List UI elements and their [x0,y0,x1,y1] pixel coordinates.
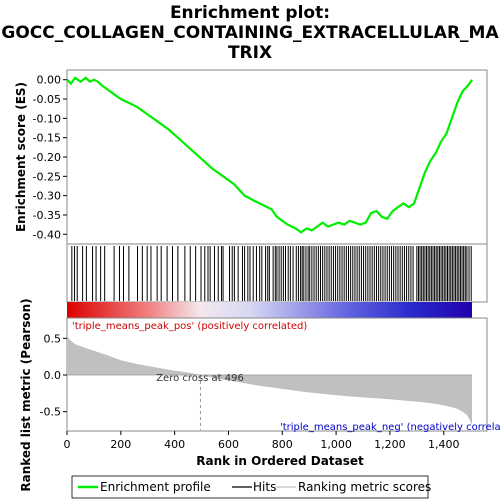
pos-correlated-label: 'triple_means_peak_pos' (positively corr… [72,321,307,332]
x-axis-label: Rank in Ordered Dataset [196,454,364,468]
title-line-2: GOCC_COLLAGEN_CONTAINING_EXTRACELLULAR_M… [1,23,499,43]
x-tick-label: 600 [218,438,239,451]
title-line-1: Enrichment plot: [170,3,330,23]
zero-cross-label: Zero cross at 496 [156,373,244,384]
x-tick-label: 1,400 [428,438,460,451]
x-tick-label: 400 [164,438,185,451]
metric-y-axis-label: Ranked list metric (Pearson) [19,298,33,491]
metric-ytick-label: 0.5 [44,332,62,345]
es-line [66,76,473,234]
es-ytick-label: -0.10 [33,112,61,125]
metric-y-ticks: 0.5 0.0 -0.5 [40,332,67,419]
rank-color-bar [67,302,472,318]
es-ytick-label: -0.20 [33,151,61,164]
metric-ytick-label: -0.5 [40,406,61,419]
x-tick-label: 1,200 [374,438,406,451]
es-ytick-label: -0.05 [33,93,61,106]
legend-enrichment-label: Enrichment profile [100,480,211,494]
x-tick-label: 800 [272,438,293,451]
es-y-ticks: 0.00 -0.05 -0.10 -0.15 -0.20 -0.25 -0.30 -0.35 -… [33,74,67,241]
es-panel-frame [66,69,488,245]
es-ytick-label: -0.15 [33,132,61,145]
title-line-3: TRIX [228,43,272,63]
x-axis-ticks: 0 200 400 600 800 1,000 1,200 1,400 [64,431,460,451]
es-ytick-label: -0.35 [33,209,61,222]
es-ytick-label: 0.00 [37,74,62,87]
es-ytick-label: -0.25 [33,170,61,183]
neg-correlated-label: 'triple_means_peak_neg' (negatively corr… [280,422,500,433]
es-y-axis-label: Enrichment score (ES) [14,82,28,232]
x-tick-label: 1,000 [320,438,352,451]
hits-ticks [71,246,472,301]
x-tick-label: 0 [64,438,71,451]
legend-metric-label: Ranking metric scores [298,480,431,494]
metric-ytick-label: 0.0 [44,369,62,382]
ranking-metric-area [67,334,472,425]
legend-hits-label: Hits [253,480,276,494]
es-ytick-label: -0.40 [33,228,61,241]
x-tick-label: 200 [110,438,131,451]
es-ytick-label: -0.30 [33,190,61,203]
